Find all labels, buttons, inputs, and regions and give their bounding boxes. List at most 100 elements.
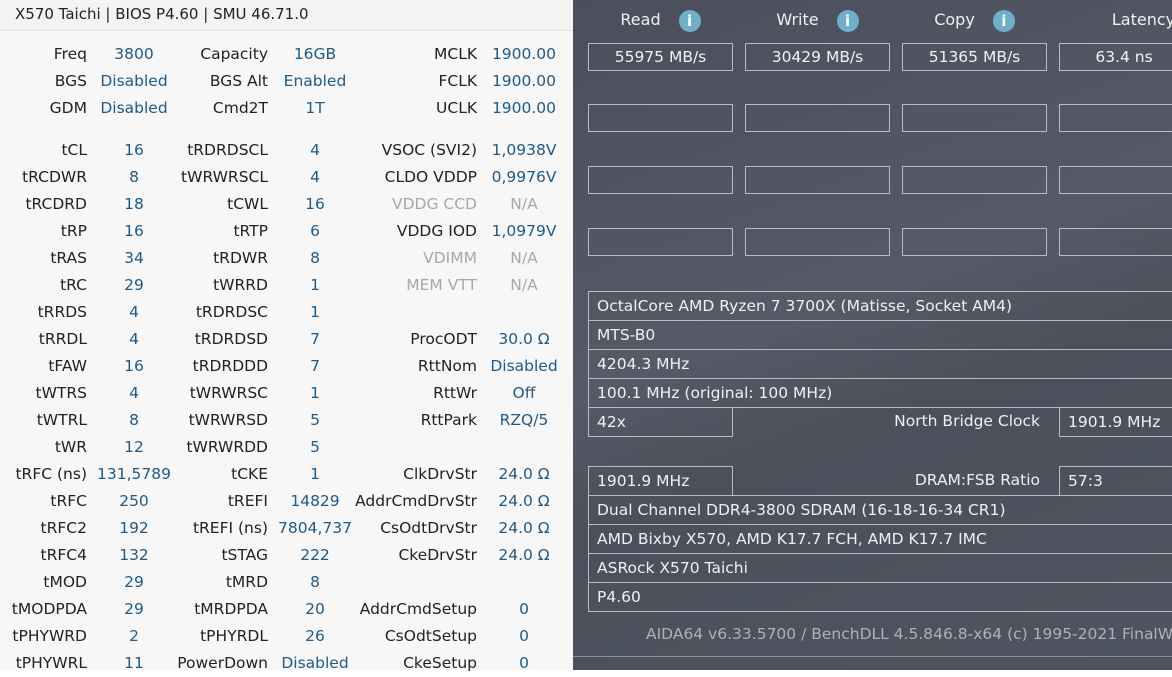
timing-label: tMRD [225, 573, 268, 591]
timing-value: 132 [119, 546, 149, 564]
memory-timings-panel: X570 Taichi | BIOS P4.60 | SMU 46.71.0 F… [0, 0, 573, 672]
timings-title: X570 Taichi | BIOS P4.60 | SMU 46.71.0 [0, 0, 573, 31]
timing-label: CsOdtDrvStr [380, 519, 477, 537]
bios-version-field: P4.60 [588, 582, 1172, 612]
timing-value: Disabled [100, 99, 168, 117]
timing-row: Freq 3800 Capacity 16GB MCLK 1900.00 [0, 41, 573, 68]
multiplier-nb-right: 1901.9 MHz [1059, 407, 1172, 437]
timing-row: tRC 29 tWRRD 1 MEM VTT N/A [0, 272, 573, 299]
timing-label: BGS [54, 72, 87, 90]
timing-label: MEM VTT [406, 276, 477, 294]
timing-value: 1 [310, 384, 320, 402]
timing-value: 0,9976V [491, 168, 557, 186]
timing-label: tMOD [43, 573, 87, 591]
timing-value: 8 [129, 411, 139, 429]
timing-label: tRDWR [213, 249, 268, 267]
timing-value: 16GB [293, 45, 337, 63]
timing-label: Cmd2T [212, 99, 268, 117]
timing-row: tRFC4 132 tSTAG 222 CkeDrvStr 24.0 Ω [0, 542, 573, 569]
timing-label: tMODPDA [11, 600, 87, 618]
timing-value: 16 [305, 195, 325, 213]
timing-row: tRRDS 4 tRDRDSC 1 [0, 299, 573, 326]
empty-result-box [902, 104, 1047, 132]
info-icon[interactable]: i [836, 9, 859, 32]
timing-value: 7804,737 [278, 519, 352, 537]
timing-value: 26 [305, 627, 325, 645]
timing-row: tMOD 29 tMRD 8 [0, 569, 573, 596]
timing-label: tFAW [48, 357, 87, 375]
timing-value: 14829 [290, 492, 340, 510]
timing-value: 24.0 Ω [498, 519, 550, 537]
timing-value: 0 [519, 627, 529, 645]
timing-label: tRAS [50, 249, 87, 267]
timing-label: FCLK [438, 72, 477, 90]
empty-result-box [745, 228, 890, 256]
timing-label: tREFI [227, 492, 268, 510]
timing-label: tRDRDSCL [187, 141, 268, 159]
timing-value: 18 [124, 195, 144, 213]
timing-value: N/A [510, 276, 538, 294]
memory-type-field: Dual Channel DDR4-3800 SDRAM (16-18-16-3… [588, 495, 1172, 525]
empty-result-box [588, 166, 733, 194]
timing-value: 1 [310, 465, 320, 483]
version-footer: AIDA64 v6.33.5700 / BenchDLL 4.5.846.8-x… [646, 625, 1172, 643]
timing-label: tWRWRSC [189, 384, 268, 402]
timing-label: PowerDown [177, 654, 268, 672]
column-header-copy: Copy i [902, 8, 1047, 32]
column-header-read: Read i [588, 8, 733, 32]
empty-result-box [745, 104, 890, 132]
timing-value: 1 [310, 276, 320, 294]
motherboard-field: ASRock X570 Taichi [588, 553, 1172, 583]
timing-label: tRRDL [38, 330, 87, 348]
timing-label: tWRWRSCL [181, 168, 268, 186]
timing-value: 11 [124, 654, 144, 672]
timing-label: tWR [54, 438, 87, 456]
timing-value: 3800 [114, 45, 154, 63]
timing-value: 1900.00 [491, 72, 557, 90]
timing-value: 2 [129, 627, 139, 645]
timing-value: Enabled [283, 72, 347, 90]
result-write: 30429 MB/s [745, 43, 890, 71]
empty-result-box [588, 104, 733, 132]
timing-value: 12 [124, 438, 144, 456]
timing-value: 4 [310, 141, 320, 159]
timing-label: tRRDS [37, 303, 87, 321]
timing-label: RttNom [417, 357, 477, 375]
timing-value: 8 [310, 249, 320, 267]
timing-value: 6 [310, 222, 320, 240]
timing-value: 1,0938V [491, 141, 557, 159]
result-copy: 51365 MB/s [902, 43, 1047, 71]
timing-value: 4 [129, 303, 139, 321]
timing-label: tRFC4 [40, 546, 87, 564]
empty-result-box [1059, 104, 1172, 132]
cpu-clock-field: 4204.3 MHz [588, 349, 1172, 379]
timing-value: 24.0 Ω [498, 465, 550, 483]
timing-label: tCKE [231, 465, 268, 483]
empty-result-box [745, 166, 890, 194]
timing-label: tRFC [50, 492, 87, 510]
timing-label: MCLK [434, 45, 477, 63]
timing-row: tRCDRD 18 tCWL 16 VDDG CCD N/A [0, 191, 573, 218]
cpu-stepping-field: MTS-B0 [588, 320, 1172, 350]
divider [573, 656, 1172, 657]
timing-label: tRFC2 [40, 519, 87, 537]
timing-label: CkeSetup [403, 654, 477, 672]
timing-row: tRAS 34 tRDWR 8 VDIMM N/A [0, 245, 573, 272]
timing-value: 1900.00 [491, 99, 557, 117]
header-label: Copy [934, 10, 975, 29]
info-icon[interactable]: i [678, 9, 701, 32]
timing-label: VDDG IOD [396, 222, 477, 240]
timing-label: tSTAG [221, 546, 268, 564]
info-icon[interactable]: i [992, 9, 1015, 32]
timing-label: tRCDWR [22, 168, 87, 186]
timing-value: 192 [119, 519, 149, 537]
chipset-field: AMD Bixby X570, AMD K17.7 FCH, AMD K17.7… [588, 524, 1172, 554]
timing-value: Off [512, 384, 536, 402]
timing-value: 30.0 Ω [498, 330, 550, 348]
timing-label: tRDRDSC [195, 303, 268, 321]
timing-label: tPHYWRD [12, 627, 87, 645]
timing-value: 5 [310, 438, 320, 456]
timing-value: 1900.00 [491, 45, 557, 63]
timing-label: Capacity [200, 45, 268, 63]
aida64-benchmark-panel: Read i 55975 MB/s Write i 30429 MB/s Copy i 5136… [573, 0, 1172, 670]
